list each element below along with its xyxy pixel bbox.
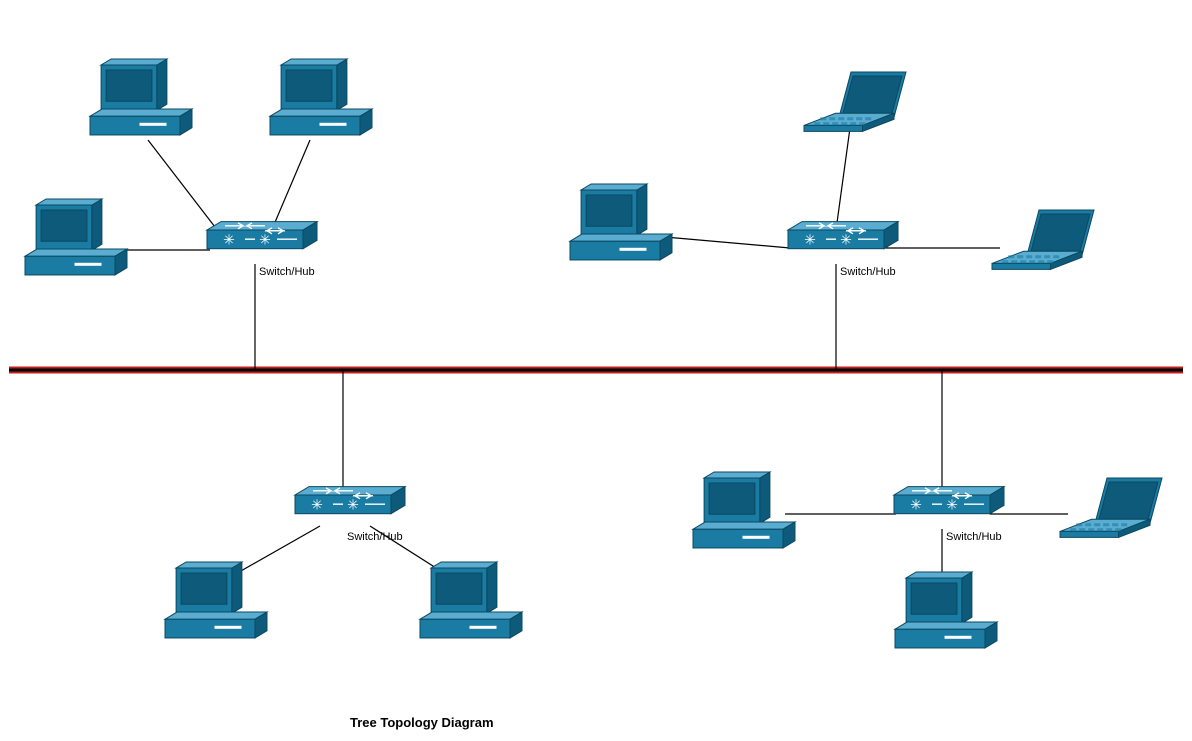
switch-sw2: ✳✳ xyxy=(788,222,898,249)
pc-pcB1 xyxy=(570,184,672,260)
diagram-title: Tree Topology Diagram xyxy=(350,715,494,730)
svg-text:✳: ✳ xyxy=(946,496,958,512)
node-label-sw2: Switch/Hub xyxy=(840,266,896,278)
svg-text:✳: ✳ xyxy=(259,231,271,247)
pc-pcD2 xyxy=(895,572,997,648)
svg-text:✳: ✳ xyxy=(840,231,852,247)
pc-pcC2 xyxy=(420,562,522,638)
svg-text:✳: ✳ xyxy=(910,496,922,512)
link-sw2-lapB1 xyxy=(836,128,850,230)
link-sw1-pcA2 xyxy=(270,140,310,234)
pc-pcA3 xyxy=(25,199,127,275)
laptop-lapD1 xyxy=(1060,478,1162,537)
pc-pcC1 xyxy=(165,562,267,638)
switch-sw3: ✳✳ xyxy=(295,487,405,514)
link-sw1-pcA1 xyxy=(148,140,225,240)
node-label-sw1: Switch/Hub xyxy=(259,266,315,278)
switch-sw1: ✳✳ xyxy=(207,222,317,249)
svg-text:✳: ✳ xyxy=(804,231,816,247)
svg-text:✳: ✳ xyxy=(311,496,323,512)
pc-pcA1 xyxy=(90,59,192,135)
laptop-lapB1 xyxy=(804,72,906,131)
node-label-sw3: Switch/Hub xyxy=(347,531,403,543)
switch-sw4: ✳✳ xyxy=(894,487,1004,514)
laptop-lapB2 xyxy=(992,210,1094,269)
link-sw2-pcB1 xyxy=(665,237,790,248)
diagram-canvas: ✳✳✳✳✳✳✳✳ xyxy=(0,0,1192,741)
pc-pcD1 xyxy=(693,472,795,548)
pc-pcA2 xyxy=(270,59,372,135)
svg-text:✳: ✳ xyxy=(347,496,359,512)
node-label-sw4: Switch/Hub xyxy=(946,531,1002,543)
svg-text:✳: ✳ xyxy=(223,231,235,247)
